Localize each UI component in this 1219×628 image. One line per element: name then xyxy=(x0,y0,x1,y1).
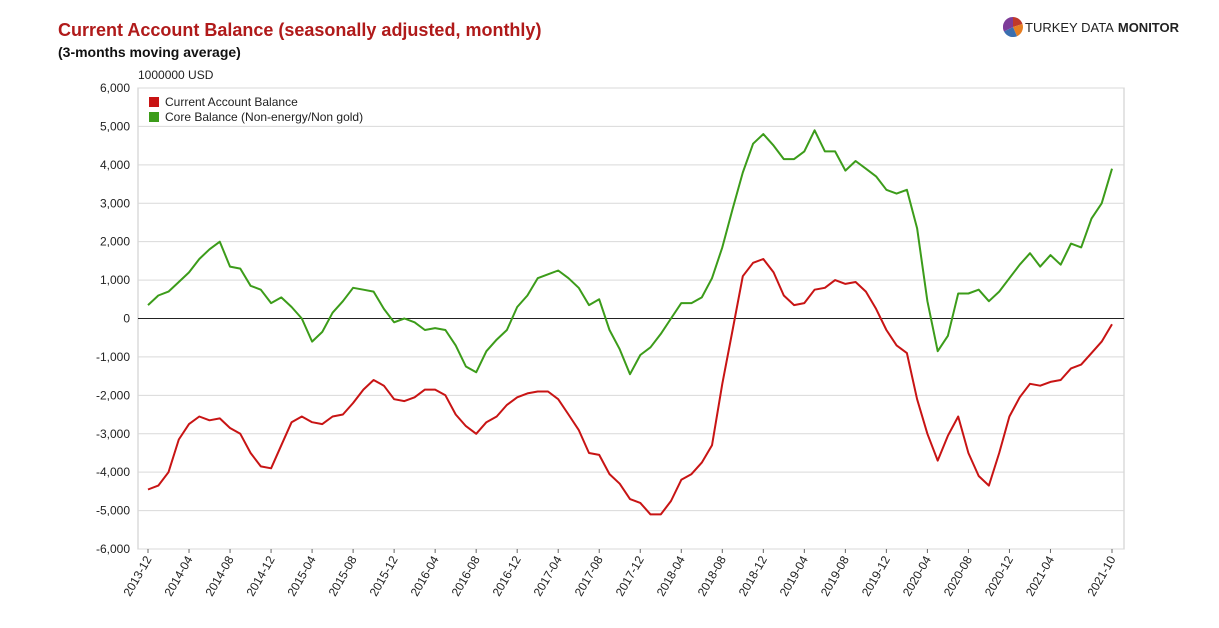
y-tick-label: -5,000 xyxy=(96,504,130,518)
legend-swatch xyxy=(149,97,159,107)
pie-logo-icon xyxy=(1003,17,1023,37)
x-tick-label: 2018-04 xyxy=(654,553,688,598)
x-tick-label: 2021-04 xyxy=(1023,553,1057,598)
series-lines xyxy=(147,129,1113,516)
y-tick-label: 0 xyxy=(123,312,130,326)
x-tick-label: 2015-04 xyxy=(285,553,319,598)
y-tick-label: 5,000 xyxy=(100,119,130,133)
x-tick-label: 2014-12 xyxy=(244,553,278,598)
y-tick-label: -3,000 xyxy=(96,427,130,441)
legend-swatch xyxy=(149,112,159,122)
x-tick-label: 2020-08 xyxy=(941,553,975,598)
chart-title: Current Account Balance (seasonally adju… xyxy=(58,20,542,40)
brand-name-light: TURKEY DATA xyxy=(1025,19,1114,35)
x-tick-label: 2014-08 xyxy=(202,553,236,598)
brand-logo: TURKEY DATA MONITOR xyxy=(1003,17,1179,37)
core-balance-line xyxy=(147,129,1113,376)
y-tick-label: -1,000 xyxy=(96,350,130,364)
legend-label: Core Balance (Non-energy/Non gold) xyxy=(165,110,363,124)
brand-name-bold: MONITOR xyxy=(1117,19,1180,35)
x-tick-label: 2020-04 xyxy=(900,553,934,598)
x-tick-label: 2018-12 xyxy=(736,553,770,598)
grid-lines xyxy=(137,87,1125,550)
x-tick-label: 2013-12 xyxy=(120,553,154,598)
y-tick-label: 2,000 xyxy=(100,235,130,249)
x-tick-label: 2015-12 xyxy=(367,553,401,598)
x-tick-label: 2017-08 xyxy=(572,553,606,598)
y-tick-label: 4,000 xyxy=(100,158,130,172)
y-tick-label: -6,000 xyxy=(96,542,130,556)
x-tick-label: 2019-04 xyxy=(777,553,811,598)
x-tick-label: 2018-08 xyxy=(695,553,729,598)
current-account-line xyxy=(147,258,1113,516)
x-tick-label: 2019-12 xyxy=(859,553,893,598)
x-tick-label: 2016-04 xyxy=(408,553,442,598)
x-tick-label: 2017-04 xyxy=(531,553,565,598)
y-tick-label: 3,000 xyxy=(100,196,130,210)
legend-label: Current Account Balance xyxy=(165,95,298,109)
x-tick-label: 2015-08 xyxy=(326,553,360,598)
axes: 6,000 5,000 4,000 3,000 2,000 1,000 0 -1,000 -2,… xyxy=(96,68,1119,599)
y-tick-label: -2,000 xyxy=(96,388,130,402)
x-tick-label: 2016-08 xyxy=(449,553,483,598)
chart-subtitle: (3-months moving average) xyxy=(58,44,241,60)
y-tick-label: 6,000 xyxy=(100,81,130,95)
x-tick-label: 2021-10 xyxy=(1084,553,1118,598)
x-tick-label: 2017-12 xyxy=(613,553,647,598)
y-tick-label: 1,000 xyxy=(100,273,130,287)
x-tick-label: 2016-12 xyxy=(490,553,524,598)
x-tick-label: 2020-12 xyxy=(982,553,1016,598)
x-tick-label: 2014-04 xyxy=(161,553,195,598)
y-tick-label: -4,000 xyxy=(96,465,130,479)
x-tick-label: 2019-08 xyxy=(818,553,852,598)
y-axis-unit-label: 1000000 USD xyxy=(138,68,214,82)
